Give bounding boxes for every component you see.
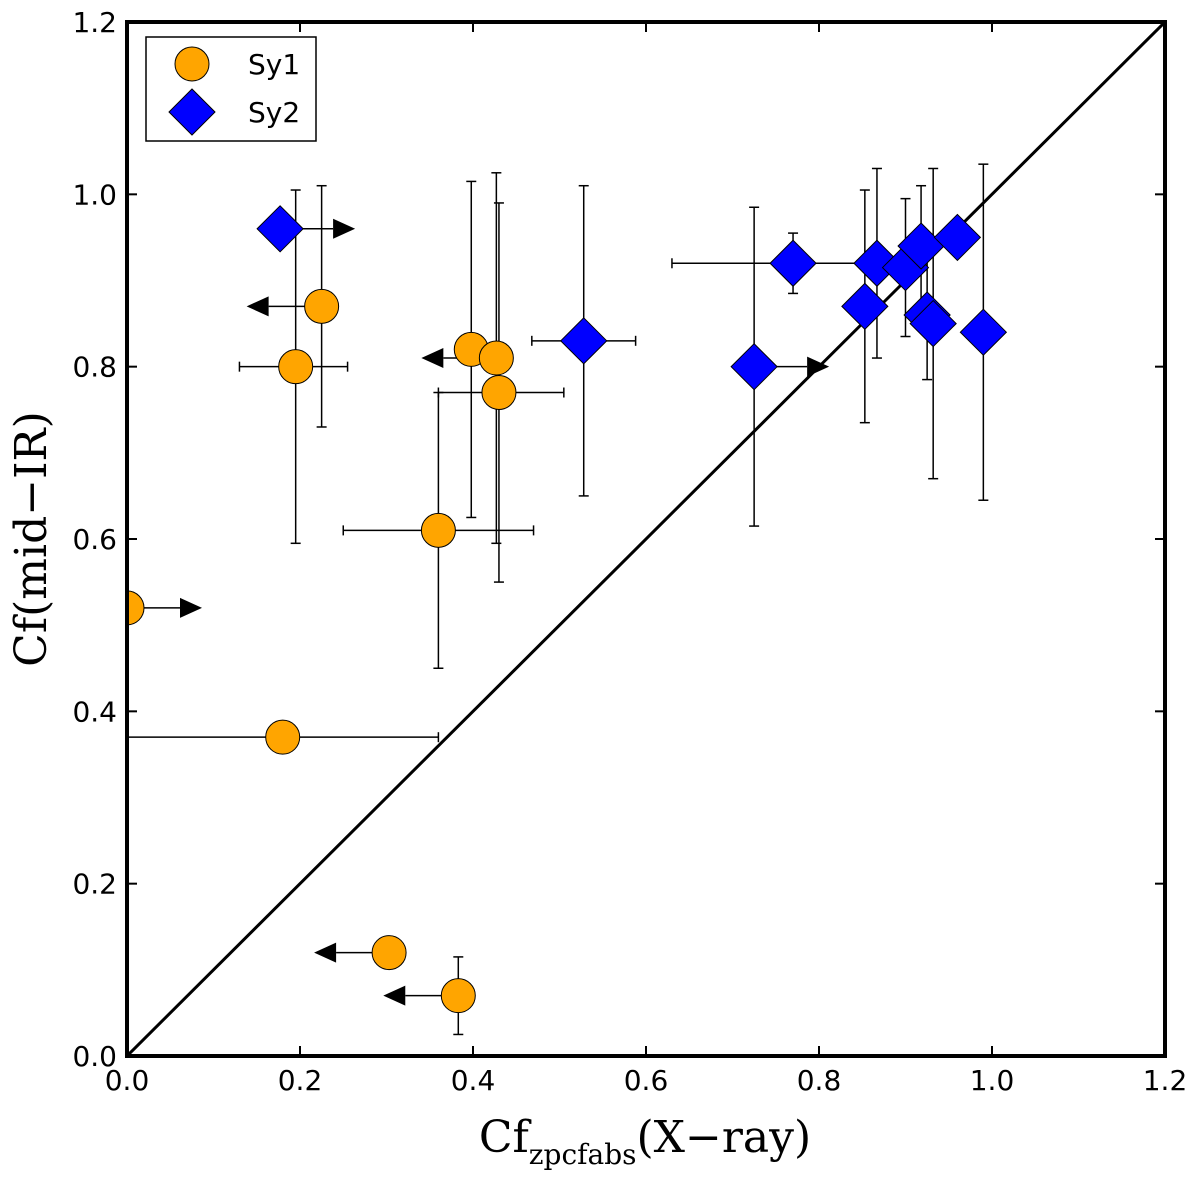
sy2-point <box>909 299 957 348</box>
sy2-point <box>560 317 608 365</box>
legend-sy2-marker <box>168 88 216 136</box>
y-tick-label: 0.0 <box>72 1040 117 1073</box>
y-tick-label: 1.0 <box>72 178 117 211</box>
legend-sy1-label: Sy1 <box>248 48 300 81</box>
y-tick-label: 0.6 <box>72 523 117 556</box>
sy2-point <box>959 308 1008 356</box>
sy1-point <box>278 349 314 385</box>
limit-arrow-head <box>314 942 337 963</box>
y-tick-label: 0.2 <box>72 868 117 901</box>
x-tick-label: 0.8 <box>797 1064 842 1097</box>
sy1-point <box>420 512 456 548</box>
y-axis-label: Cf(mid−IR) <box>6 411 57 667</box>
sy1-point <box>265 719 301 755</box>
x-tick-label: 0.6 <box>624 1064 669 1097</box>
x-tick-label: 1.2 <box>1143 1064 1188 1097</box>
y-tick-label: 1.2 <box>72 6 117 39</box>
sy1-point <box>371 935 407 971</box>
limit-arrow-head <box>383 985 406 1006</box>
sy2-point <box>769 239 817 287</box>
sy2-point <box>933 213 982 262</box>
x-axis-label: Cfzpcfabs(X−ray) <box>479 1112 811 1171</box>
legend-sy2-label: Sy2 <box>248 96 300 129</box>
y-tick-label: 0.4 <box>72 695 117 728</box>
sy1-point <box>304 288 340 324</box>
sy2-point <box>841 282 889 331</box>
sy2-point <box>853 239 901 287</box>
sy1-point <box>440 978 476 1014</box>
sy1-point <box>478 340 514 376</box>
limit-arrow-head <box>807 356 830 377</box>
plot-area <box>127 22 1165 1056</box>
limit-arrow-head <box>421 348 444 369</box>
sy1-point <box>481 375 517 411</box>
x-tick-label: 0.4 <box>451 1064 496 1097</box>
x-tick-label: 0.0 <box>105 1064 150 1097</box>
sy2-point <box>256 205 304 253</box>
limit-arrow-head <box>333 218 356 239</box>
one-to-one-line <box>127 22 1165 1056</box>
sy2-point <box>730 342 778 391</box>
axis-ticks: 0.0 0.2 0.4 0.6 0.8 1.0 1.2 0.0 0.2 0.4 0.6 0.8 1.0 1… <box>72 6 1187 1097</box>
limit-arrow-head <box>180 597 202 618</box>
x-tick-label: 0.2 <box>278 1064 323 1097</box>
sy1-point <box>127 590 145 626</box>
legend-sy1-marker <box>174 46 210 82</box>
x-tick-label: 1.0 <box>970 1064 1015 1097</box>
y-tick-label: 0.8 <box>72 351 117 384</box>
limit-arrow-head <box>246 296 269 317</box>
legend-box <box>145 36 317 142</box>
